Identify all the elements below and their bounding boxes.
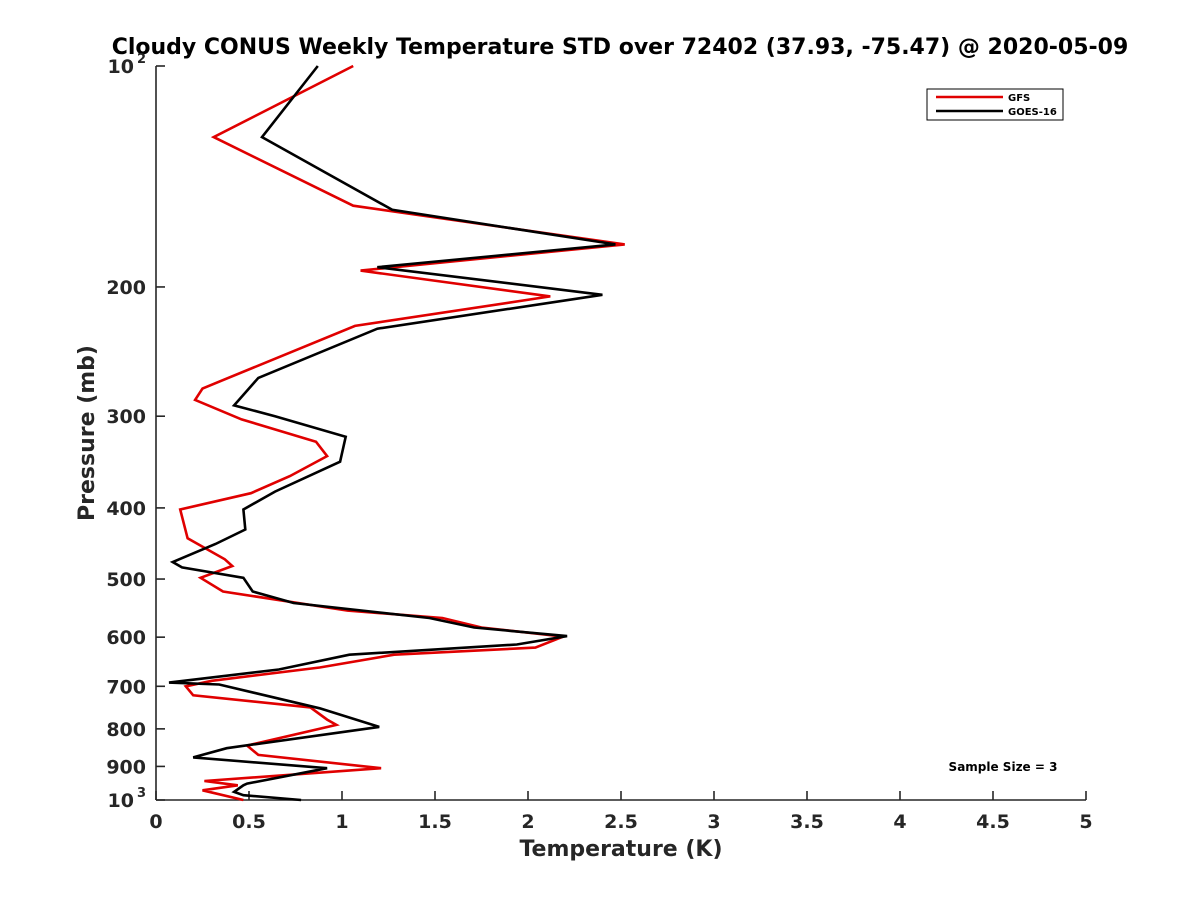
- x-tick-label: 1.5: [418, 811, 452, 833]
- y-tick-label: 500: [106, 569, 146, 591]
- x-axis-title: Temperature (K): [519, 837, 722, 862]
- y-tick-label: 900: [106, 756, 146, 778]
- x-axis-ticks: 0 0.5 1 1.5 2 2.5 3 3.5 4 4.5 5: [149, 791, 1093, 833]
- y-tick-label: 200: [106, 277, 146, 299]
- legend-label-goes-16: GOES-16: [1008, 107, 1057, 118]
- y-tick-exponent: 3: [137, 786, 146, 801]
- x-tick-label: 5: [1079, 811, 1092, 833]
- x-tick-label: 2.5: [604, 811, 638, 833]
- sample-size-annotation: Sample Size = 3: [949, 760, 1058, 774]
- legend-box: [926, 88, 1064, 121]
- y-tick-label: 800: [106, 719, 146, 741]
- x-tick-label: 3.5: [790, 811, 824, 833]
- x-tick-label: 2: [521, 811, 534, 833]
- y-tick-label: 300: [106, 406, 146, 428]
- chart-title: Cloudy CONUS Weekly Temperature STD over…: [112, 35, 1129, 60]
- series-line-goes-16: [168, 65, 616, 802]
- y-tick-label: 700: [106, 676, 146, 698]
- y-tick-label: 600: [106, 627, 146, 649]
- series-layer: [168, 64, 625, 802]
- x-tick-label: 1: [335, 811, 348, 833]
- x-tick-label: 3: [707, 811, 720, 833]
- x-tick-label: 0.5: [232, 811, 266, 833]
- y-tick-label: 10: [108, 56, 134, 78]
- y-tick-label: 400: [106, 498, 146, 520]
- x-tick-label: 4: [893, 811, 906, 833]
- y-tick-label: 10: [108, 790, 134, 812]
- legend-label-gfs: GFS: [1008, 93, 1030, 104]
- legend: GFS GOES-16: [926, 88, 1064, 121]
- y-axis-title: Pressure (mb): [75, 345, 100, 521]
- x-tick-label: 4.5: [976, 811, 1010, 833]
- y-tick-exponent: 2: [137, 52, 146, 67]
- x-tick-label: 0: [149, 811, 162, 833]
